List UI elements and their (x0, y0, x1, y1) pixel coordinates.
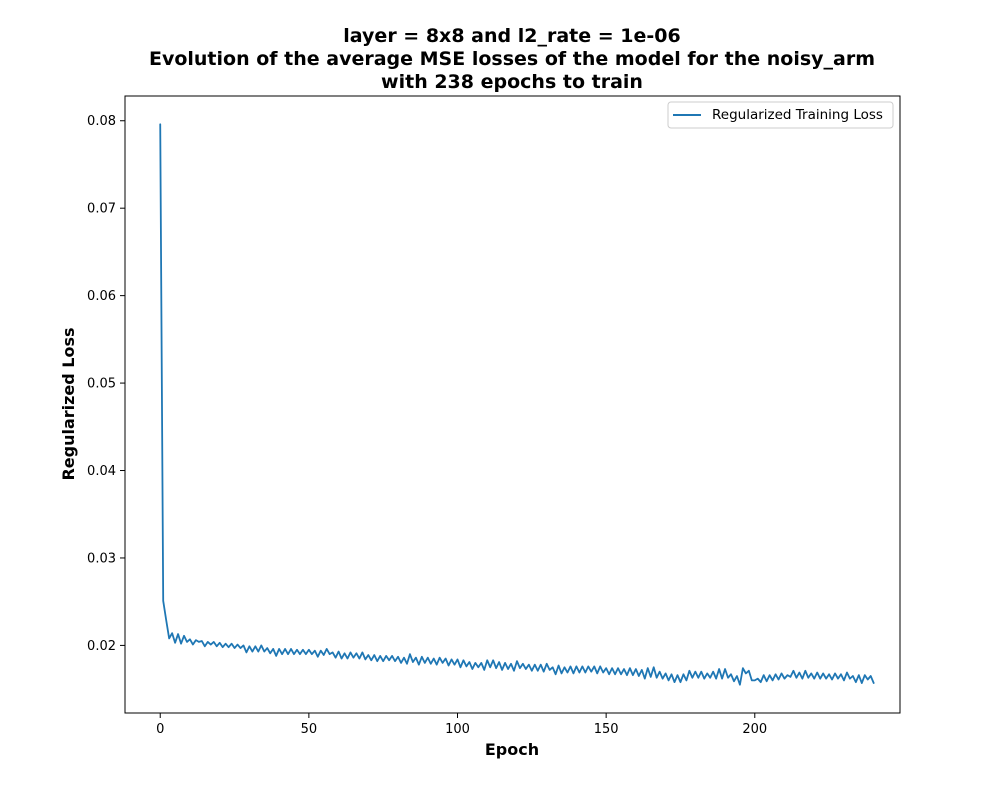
x-axis-label: Epoch (485, 740, 539, 759)
chart-title-line-3: with 238 epochs to train (381, 71, 643, 93)
series-layer (159, 123, 875, 686)
chart-title-line-2: Evolution of the average MSE losses of t… (149, 48, 875, 70)
y-tick-label: 0.07 (87, 202, 116, 217)
legend-series-label: Regularized Training Loss (712, 107, 883, 123)
legend: Regularized Training Loss (667, 101, 894, 129)
y-tick-label: 0.08 (87, 114, 116, 129)
y-tick-label: 0.06 (87, 289, 116, 304)
y-axis-ticks: 0.02 0.03 0.04 0.05 0.06 0.07 0.08 (87, 114, 125, 654)
axes-frame (124, 95, 901, 714)
y-tick-label: 0.04 (87, 464, 116, 479)
y-axis-label: Regularized Loss (59, 327, 78, 480)
x-tick-label: 200 (742, 722, 767, 737)
x-tick-label: 100 (445, 722, 470, 737)
x-tick-label: 50 (301, 722, 318, 737)
x-tick-label: 0 (156, 722, 164, 737)
x-tick-label: 150 (594, 722, 619, 737)
y-tick-label: 0.02 (87, 639, 116, 654)
x-axis-ticks: 0 50 100 150 200 (156, 713, 767, 737)
y-tick-label: 0.05 (87, 377, 116, 392)
series-line-0 (159, 123, 875, 686)
y-tick-label: 0.03 (87, 551, 116, 566)
legend-box (667, 101, 894, 129)
chart-title-line-1: layer = 8x8 and l2_rate = 1e-06 (343, 25, 680, 47)
